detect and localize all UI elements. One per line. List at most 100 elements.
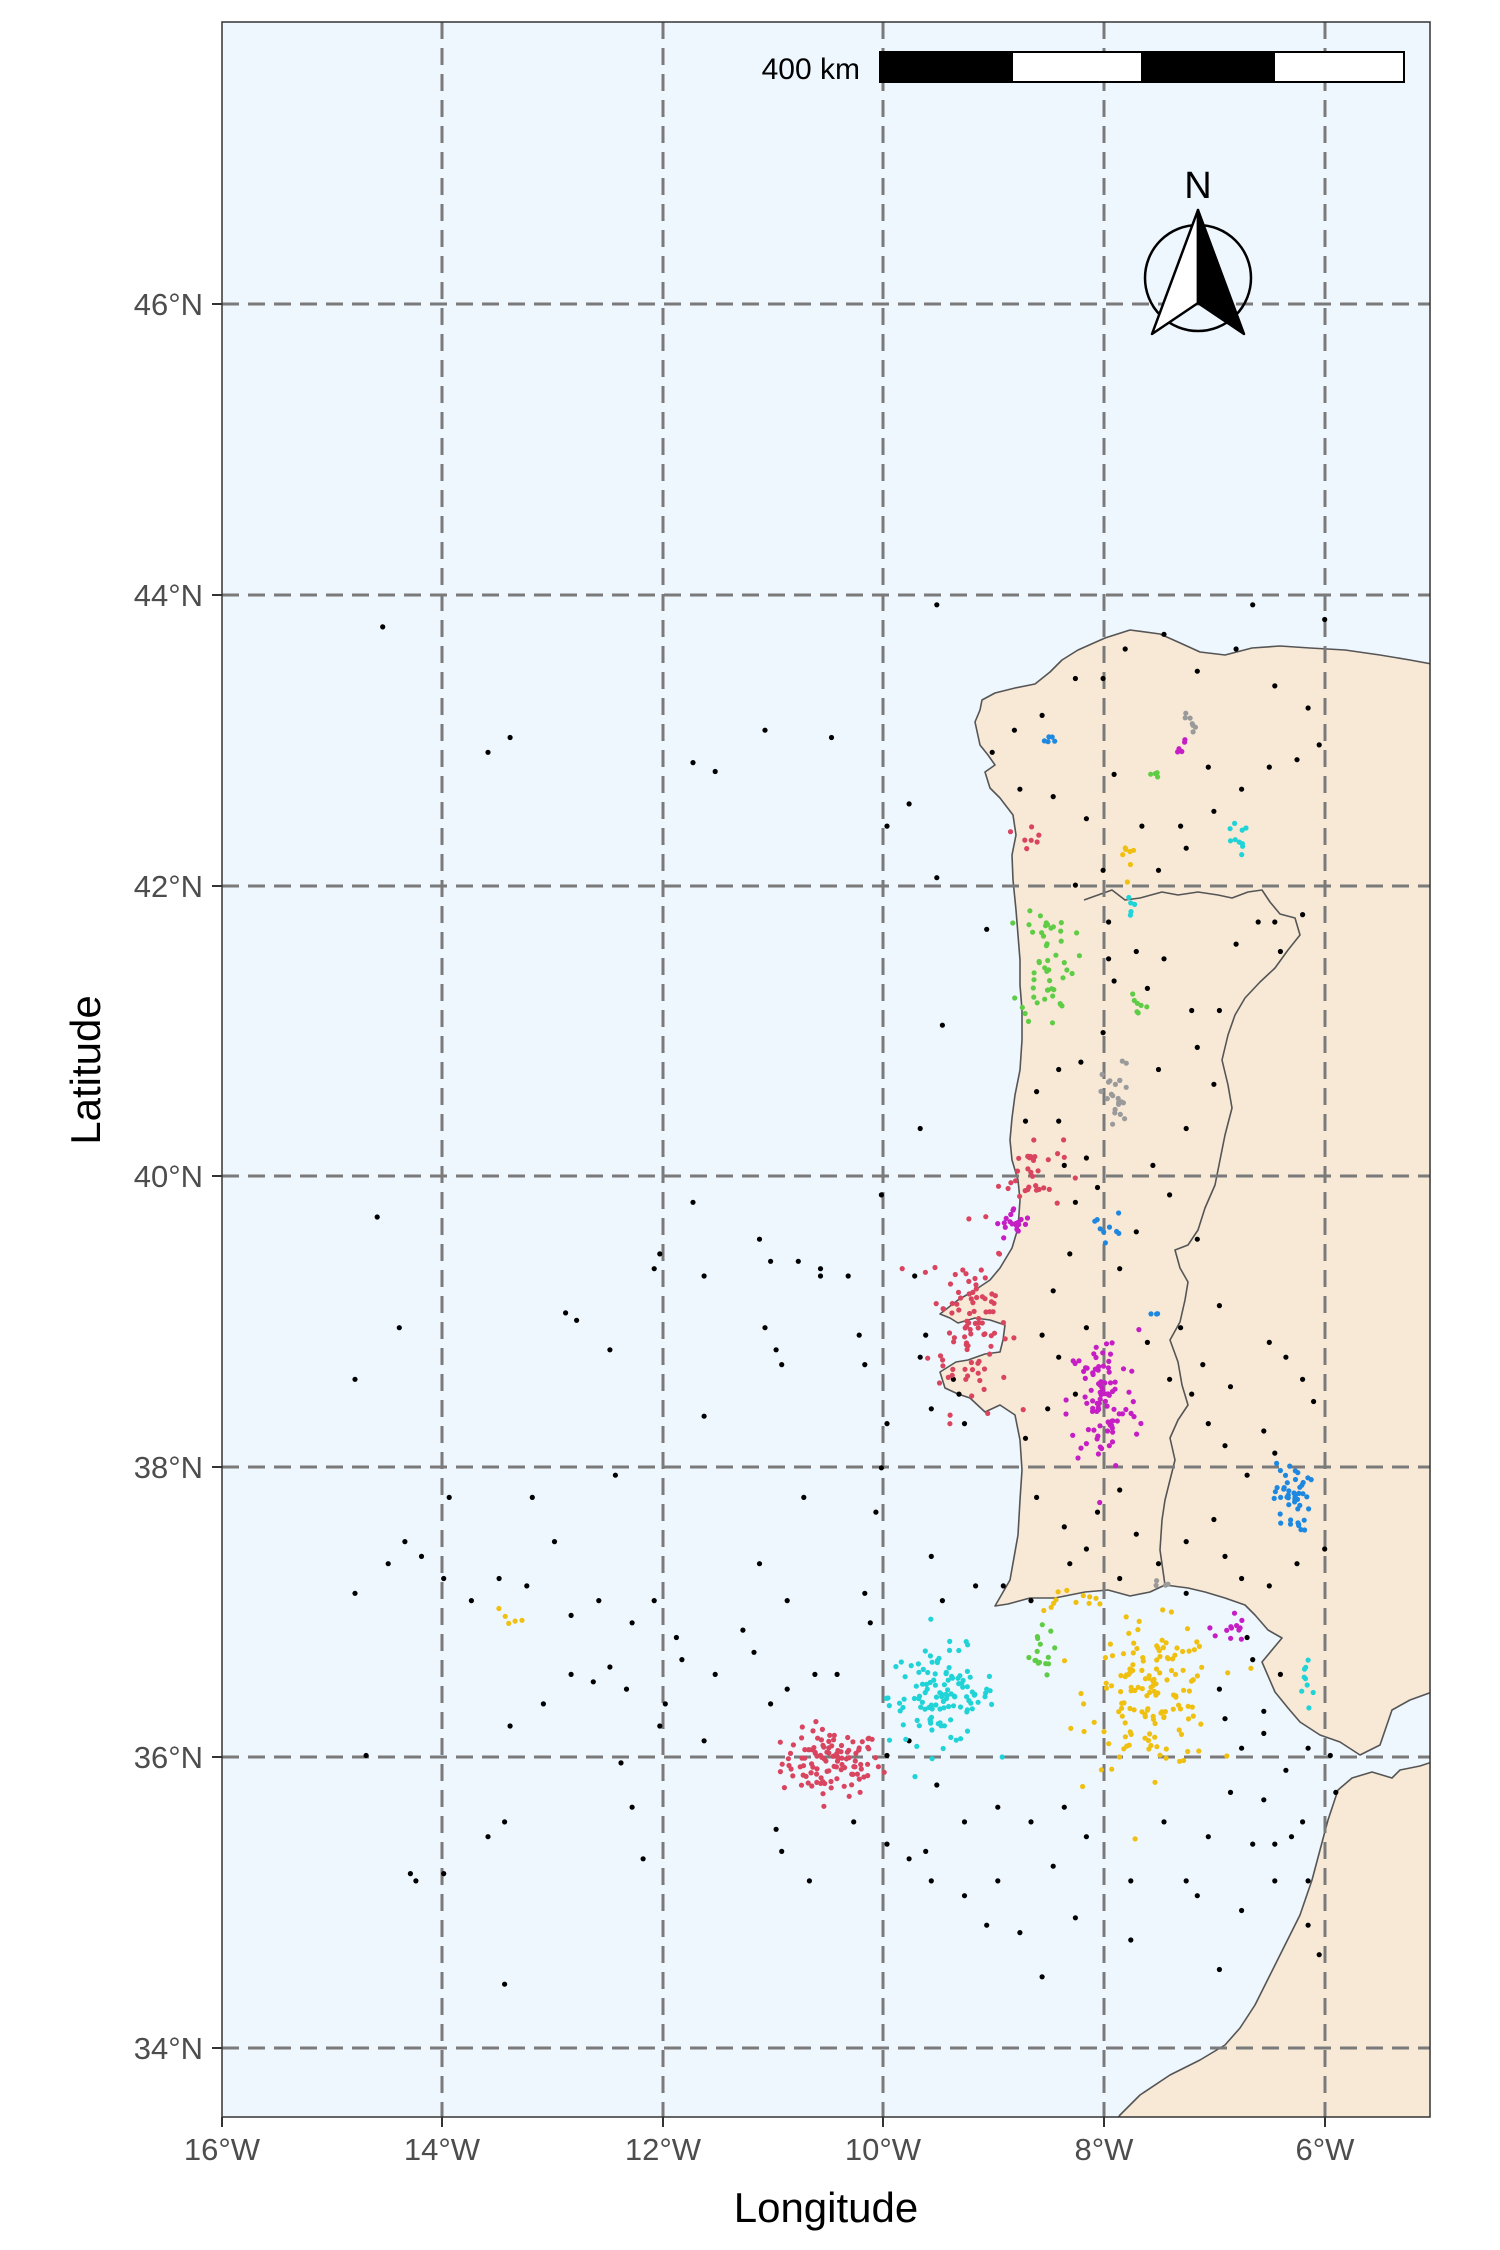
unclustered-point xyxy=(1239,1907,1245,1914)
cluster-point-red xyxy=(1008,1180,1014,1186)
cluster-point-gray xyxy=(1122,1116,1128,1122)
unclustered-point xyxy=(1161,1819,1167,1825)
cluster-point-yellow xyxy=(1224,1753,1230,1759)
cluster-point-yellow xyxy=(1154,1744,1160,1750)
cluster-point-green xyxy=(1138,1002,1144,1009)
unclustered-point xyxy=(878,1465,885,1471)
cluster-point-gray xyxy=(1110,1121,1116,1127)
cluster-point-magenta xyxy=(1228,1624,1234,1630)
unclustered-point xyxy=(485,749,491,755)
cluster-point-red xyxy=(1034,839,1040,845)
unclustered-point xyxy=(934,875,940,881)
cluster-point-yellow xyxy=(1147,1731,1153,1737)
cluster-point-red xyxy=(991,1300,997,1306)
cluster-point-cyan xyxy=(916,1696,922,1702)
cluster-point-yellow xyxy=(1199,1664,1205,1670)
cluster-point-blue xyxy=(1102,1240,1108,1246)
cluster-point-red xyxy=(827,1732,833,1738)
cluster-point-red xyxy=(967,1310,973,1317)
cluster-point-red xyxy=(949,1372,955,1378)
cluster-point-green xyxy=(1058,920,1064,926)
unclustered-point xyxy=(1261,1730,1267,1736)
unclustered-point xyxy=(1288,1834,1295,1840)
unclustered-point xyxy=(507,734,513,741)
cluster-point-cyan xyxy=(922,1706,928,1712)
cluster-point-blue xyxy=(1046,734,1052,740)
cluster-point-cyan xyxy=(958,1736,964,1742)
cluster-point-red xyxy=(1022,837,1028,843)
unclustered-point xyxy=(607,1347,613,1353)
cluster-point-cyan xyxy=(964,1668,971,1674)
cluster-point-yellow xyxy=(519,1617,525,1623)
cluster-point-yellow xyxy=(1177,1758,1183,1764)
cluster-point-magenta xyxy=(1231,1610,1238,1616)
unclustered-point xyxy=(441,1871,447,1877)
unclustered-point xyxy=(701,1273,707,1279)
unclustered-point xyxy=(1028,1819,1034,1825)
unclustered-point xyxy=(590,1679,596,1685)
cluster-point-cyan xyxy=(902,1674,908,1680)
unclustered-point xyxy=(1300,1819,1306,1825)
cluster-point-gray xyxy=(1187,715,1193,721)
cluster-point-yellow xyxy=(1061,1658,1068,1664)
cluster-point-magenta xyxy=(1072,1360,1078,1367)
cluster-point-cyan xyxy=(929,1659,935,1665)
cluster-point-yellow xyxy=(1107,1641,1113,1647)
cluster-point-yellow xyxy=(1146,1746,1152,1752)
cluster-point-cyan xyxy=(1232,837,1238,843)
cluster-point-gray xyxy=(1182,715,1188,721)
cluster-point-green xyxy=(1148,771,1154,777)
unclustered-point xyxy=(690,1199,696,1205)
unclustered-point xyxy=(657,1251,663,1257)
unclustered-point xyxy=(1294,1561,1300,1567)
unclustered-point xyxy=(1083,1834,1089,1840)
cluster-point-magenta xyxy=(1076,1358,1082,1364)
cluster-point-magenta xyxy=(1009,1221,1015,1227)
cluster-point-red xyxy=(1036,1186,1042,1192)
cluster-point-green xyxy=(1034,1634,1040,1640)
cluster-point-cyan xyxy=(957,1704,964,1710)
unclustered-point xyxy=(651,1266,657,1272)
cluster-point-cyan xyxy=(964,1694,970,1700)
cluster-point-red xyxy=(857,1789,863,1795)
cluster-point-red xyxy=(963,1376,969,1382)
cluster-point-red xyxy=(988,1343,994,1349)
cluster-point-green xyxy=(1045,1654,1051,1660)
unclustered-point xyxy=(845,1273,851,1279)
cluster-point-red xyxy=(799,1724,805,1730)
unclustered-point xyxy=(1128,1937,1134,1943)
cluster-point-yellow xyxy=(1146,1675,1152,1681)
cluster-point-blue xyxy=(1274,1460,1280,1466)
cluster-point-red xyxy=(990,1309,996,1315)
x-tick-label: 8°W xyxy=(1075,2132,1135,2167)
cluster-point-yellow xyxy=(1131,1707,1137,1713)
cluster-point-cyan xyxy=(949,1673,955,1679)
unclustered-point xyxy=(1327,1752,1333,1759)
unclustered-point xyxy=(1000,1583,1006,1589)
cluster-point-cyan xyxy=(1310,1689,1316,1696)
cluster-point-red xyxy=(1072,1175,1078,1181)
cluster-point-red xyxy=(815,1735,821,1741)
cluster-point-yellow xyxy=(1140,1658,1146,1664)
unclustered-point xyxy=(574,1317,580,1323)
cluster-point-red xyxy=(966,1278,972,1284)
unclustered-point xyxy=(1133,948,1139,955)
unclustered-point xyxy=(906,1856,912,1862)
cluster-point-cyan xyxy=(929,1756,935,1762)
cluster-point-yellow xyxy=(1118,1689,1124,1695)
cluster-point-cyan xyxy=(952,1694,958,1700)
unclustered-point xyxy=(939,1598,946,1604)
panel-border xyxy=(221,21,1431,2118)
cluster-point-green xyxy=(1130,991,1136,997)
cluster-point-green xyxy=(1037,1641,1043,1647)
cluster-point-green xyxy=(1155,774,1161,780)
cluster-point-red xyxy=(814,1771,820,1777)
cluster-point-green xyxy=(1025,1018,1032,1024)
cluster-point-red xyxy=(962,1325,968,1331)
cluster-point-magenta xyxy=(1090,1398,1096,1404)
cluster-point-magenta xyxy=(1136,1327,1142,1333)
scale-bar-label: 400 km xyxy=(762,53,860,86)
unclustered-point xyxy=(1133,1229,1139,1235)
cluster-point-red xyxy=(822,1780,828,1787)
unclustered-point xyxy=(773,1347,779,1353)
